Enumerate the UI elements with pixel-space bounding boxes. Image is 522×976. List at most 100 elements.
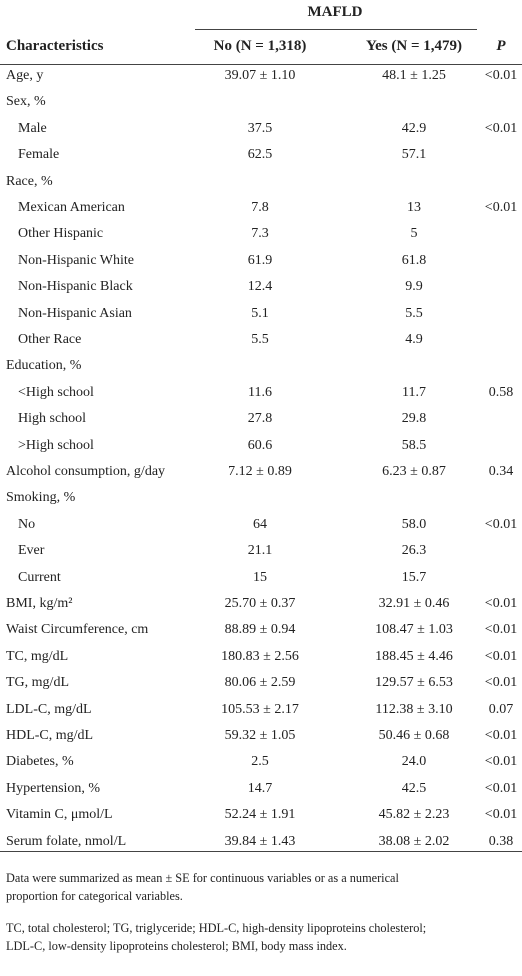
row-label: No [18,516,36,532]
group-header: MAFLD [307,4,363,20]
cell: 180.83 ± 2.56 [221,648,299,664]
cell: 0.38 [488,833,514,849]
cell: 105.53 ± 2.17 [221,701,299,717]
row-label: Mexican American [18,200,125,215]
column-header: Yes (N = 1,479) [365,38,463,54]
row-label: Age, y [6,68,44,83]
cell: <0.01 [484,120,518,136]
row-label: Non-Hispanic Asian [18,305,132,321]
cell: 7.3 [251,226,269,242]
cell: <0.01 [484,807,518,823]
row-label: TC, mg/dL [6,648,69,664]
cell: <0.01 [484,754,518,770]
column-header: P [496,38,506,54]
cell: 58.5 [401,437,427,453]
footnote: proportion for categorical variables. [6,889,183,903]
cell: 15 [253,569,267,585]
cell: <0.01 [484,780,518,796]
cell: 5.1 [251,305,269,321]
cell: 52.24 ± 1.91 [224,807,296,823]
cell: 60.6 [247,437,273,453]
cell: 80.06 ± 2.59 [224,675,296,691]
row-label: LDL-C, mg/dL [6,701,92,717]
cell: <0.01 [484,648,518,664]
cell: <0.01 [484,68,518,83]
cell: 13 [407,200,421,215]
row-label: >High school [18,437,94,453]
cell: <0.01 [484,200,518,215]
cell: 48.1 ± 1.25 [382,68,446,83]
cell: 45.82 ± 2.23 [378,807,450,823]
cell: 58.0 [401,516,427,532]
row-label: TG, mg/dL [6,675,69,691]
cell: 88.89 ± 0.94 [224,622,296,638]
cell: 11.7 [402,384,426,400]
cell: 112.38 ± 3.10 [375,701,453,717]
cell: <0.01 [484,728,518,743]
cell: 61.8 [401,252,427,268]
footnote: LDL-C, low-density lipoproteins choleste… [6,939,347,953]
cell: 25.70 ± 0.37 [224,596,296,611]
row-label: <High school [18,384,94,400]
cell: 32.91 ± 0.46 [378,596,450,611]
row-label: Male [18,120,47,136]
cell: 2.5 [251,754,269,770]
cell: <0.01 [484,622,518,638]
row-label: Non-Hispanic Black [18,279,133,295]
row-label: BMI, kg/m² [6,596,73,611]
column-header: No (N = 1,318) [213,38,307,54]
cell: 5 [410,226,418,242]
cell: 9.9 [405,279,423,295]
cell: 39.07 ± 1.10 [224,68,296,83]
row-label: Ever [18,543,45,559]
row-label: Non-Hispanic White [18,252,134,268]
cell: 64 [253,516,267,532]
cell: 108.47 ± 1.03 [375,622,453,638]
cell: 15.7 [401,569,427,585]
footnote: TC, total cholesterol; TG, triglyceride;… [6,921,427,935]
cell: 129.57 ± 6.53 [375,675,453,691]
rule [195,29,477,30]
row-label: Education, % [6,358,82,374]
cell: 38.08 ± 2.02 [378,833,450,849]
cell: 37.5 [247,120,273,136]
cell: 4.9 [405,332,423,347]
cell: <0.01 [484,675,518,691]
cell: 62.5 [247,147,273,163]
cell: 42.5 [401,780,427,796]
cell: 12.4 [247,279,273,295]
cell: 14.7 [247,780,273,796]
row-label: Female [18,147,60,163]
cell: <0.01 [484,516,518,532]
row-label: Sex, % [6,94,46,110]
cell: <0.01 [484,596,518,611]
cell: 7.12 ± 0.89 [228,464,292,479]
cell: 26.3 [401,543,427,559]
row-label: Smoking, % [6,490,76,506]
cell: 21.1 [247,543,273,559]
row-label: Other Race [18,332,82,347]
row-label: Current [18,569,61,585]
cell: 0.58 [488,384,514,400]
rule [0,64,522,65]
cell: 11.6 [248,384,272,400]
footnote: Data were summarized as mean ± SE for co… [6,871,399,885]
cell: 42.9 [401,120,427,136]
row-label: Serum folate, nmol/L [6,833,127,849]
cell: 57.1 [401,147,427,163]
cell: 5.5 [251,332,269,347]
row-label: Hypertension, % [6,780,101,796]
cell: 29.8 [401,411,427,427]
row-label: Race, % [6,173,53,189]
cell: 24.0 [401,754,427,770]
row-label: HDL-C, mg/dL [6,728,94,743]
cell: 0.07 [488,701,514,717]
cell: 5.5 [405,305,423,321]
row-label: Waist Circumference, cm [6,622,149,638]
row-label: High school [18,411,87,427]
column-header: Characteristics [6,38,104,54]
cell: 59.32 ± 1.05 [224,728,296,743]
cell: 39.84 ± 1.43 [224,833,296,849]
row-label: Diabetes, % [6,754,74,770]
